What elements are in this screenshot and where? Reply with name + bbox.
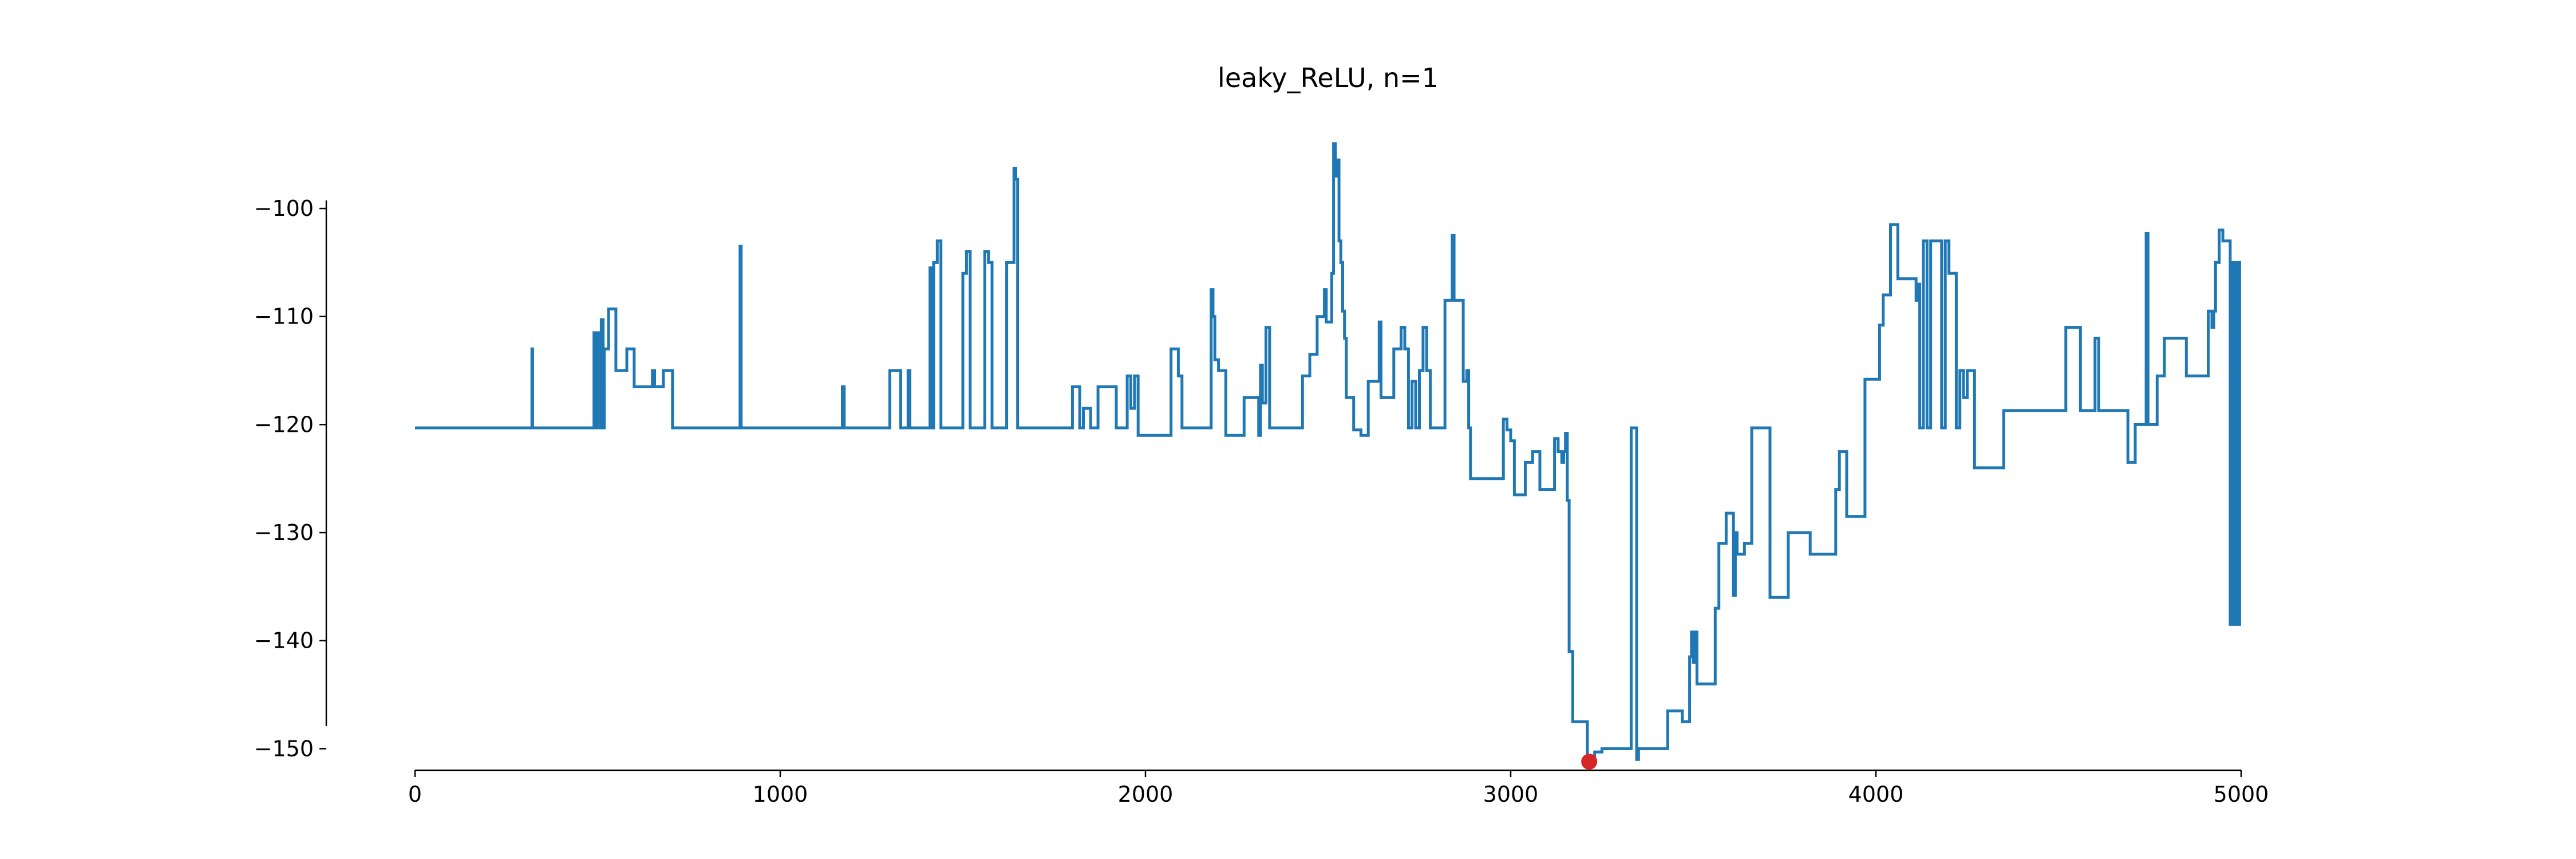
x-tick-label: 3000 [1483,782,1539,807]
y-tick-label: −150 [254,736,314,761]
x-tick-label: 2000 [1118,782,1174,807]
x-tick-label: 1000 [753,782,808,807]
x-axis: 0 1000 2000 3000 4000 5000 [408,769,2269,807]
chart-title: leaky_ReLU, n=1 [1218,62,1439,93]
y-axis: −100 −110 −120 −130 −140 −150 [254,196,327,761]
x-tick-label: 0 [408,782,422,807]
plot-area [415,142,2241,770]
y-tick-label: −130 [254,520,314,545]
series-line-0 [415,142,2241,761]
y-tick-label: −120 [254,412,314,437]
x-tick-label: 5000 [2214,782,2269,807]
y-tick-label: −100 [254,196,314,221]
x-tick-label: 4000 [1848,782,1904,807]
y-tick-label: −110 [254,304,314,329]
y-tick-label: −140 [254,628,314,653]
min-point-marker [1581,754,1598,770]
